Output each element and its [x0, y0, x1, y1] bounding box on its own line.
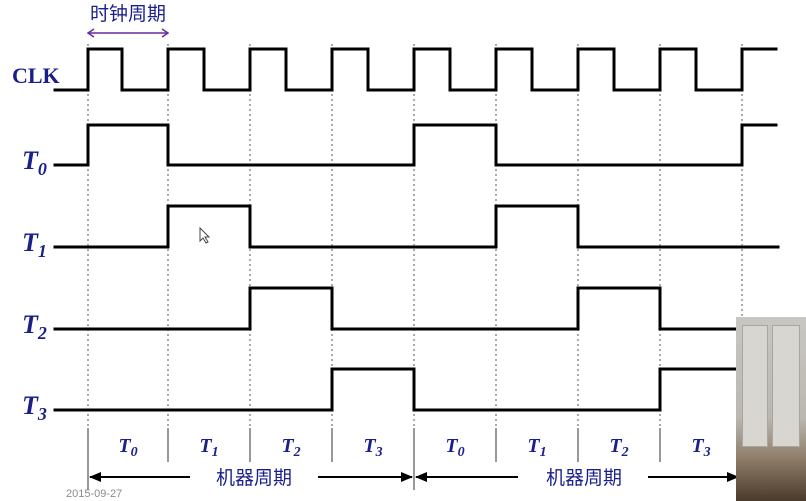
- webcam-wall-panel: [742, 325, 768, 447]
- slot-row: T0 T1 T2 T3 T0 T1 T2 T3: [87, 428, 711, 490]
- slot-label: T0: [445, 435, 464, 460]
- machine-cycle-2: 机器周期: [415, 467, 739, 489]
- clock-period-arrow-right: [161, 28, 170, 38]
- webcam-overlay: [736, 317, 806, 501]
- slot-label: T0: [118, 435, 137, 460]
- machine-cycle-label: 机器周期: [546, 467, 622, 489]
- slot-label: T2: [281, 435, 300, 460]
- slot-label: T2: [609, 435, 628, 460]
- slot-label: T1: [527, 435, 546, 460]
- pointer-cursor-icon: [199, 226, 211, 244]
- slot-label: T3: [363, 435, 382, 460]
- date-stamp: 2015-09-27: [66, 488, 122, 500]
- machine-cycle-label: 机器周期: [216, 467, 292, 489]
- signal-label-t2: T2: [22, 310, 47, 343]
- t3-waveform: [53, 367, 742, 412]
- arrow-right-icon: [401, 472, 413, 482]
- arrow-right-icon: [727, 472, 739, 482]
- clock-period-arrow-left: [86, 28, 95, 38]
- arrow-left-icon: [415, 472, 427, 482]
- signal-label-clk: CLK: [12, 63, 60, 88]
- machine-cycle-1: 机器周期: [89, 467, 413, 489]
- clk-waveform: [53, 47, 778, 92]
- clock-period-label: 时钟周期: [90, 3, 166, 25]
- slot-label: T3: [691, 435, 710, 460]
- clock-period-annotation: 时钟周期: [86, 3, 170, 38]
- t0-waveform: [53, 123, 778, 167]
- t2-waveform: [53, 286, 742, 331]
- signal-label-t1: T1: [22, 228, 47, 261]
- slot-label: T1: [199, 435, 218, 460]
- t1-waveform: [53, 204, 780, 249]
- signal-label-t3: T3: [22, 391, 47, 424]
- signal-label-t0: T0: [22, 146, 47, 179]
- webcam-wall-panel: [772, 325, 800, 447]
- arrow-left-icon: [89, 472, 101, 482]
